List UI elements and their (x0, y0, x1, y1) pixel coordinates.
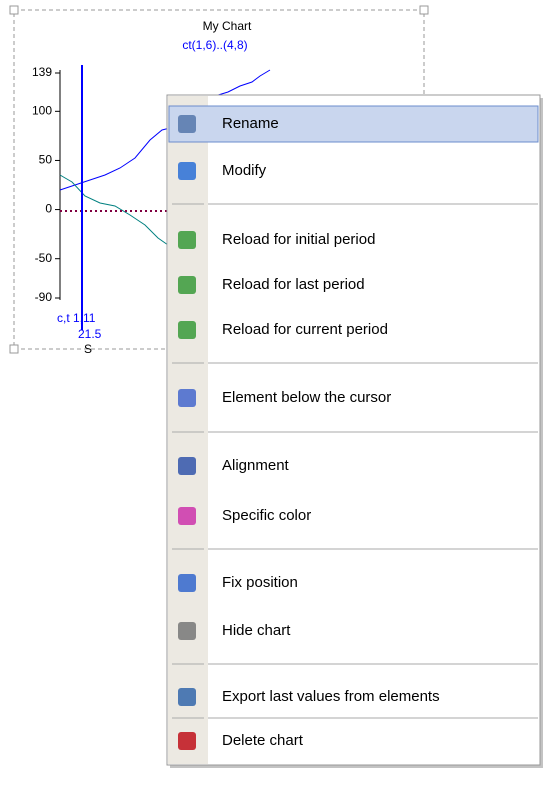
menu-box (166, 94, 541, 766)
item-icon (178, 162, 196, 180)
y-tick-label: 50 (39, 153, 53, 167)
item-icon (178, 276, 196, 294)
menu-item[interactable]: Export last values from elements (178, 688, 440, 706)
handle (9, 5, 19, 15)
menu-item[interactable]: Rename (168, 105, 539, 143)
menu-item[interactable]: Reload for current period (178, 321, 388, 339)
context-menu: Rename Modify Reload for initial period Rel… (166, 94, 543, 768)
item-label: Delete chart (222, 732, 304, 749)
y-tick-label: 0 (45, 202, 52, 216)
x-label: S (84, 342, 92, 356)
menu-item[interactable]: Delete chart (178, 732, 304, 750)
item-label: Reload for last period (222, 276, 365, 293)
menu-item[interactable]: Hide chart (178, 622, 291, 640)
item-label: Rename (222, 115, 279, 132)
item-label: Fix position (222, 574, 298, 591)
item-label: Export last values from elements (222, 688, 440, 705)
cursor-label: c,t 1,11 (57, 311, 96, 325)
y-tick-label: 100 (32, 103, 52, 117)
item-icon (178, 321, 196, 339)
y-ticks: 139 100 50 0 -50 -90 (32, 65, 60, 304)
handle (419, 5, 429, 15)
menu-item[interactable]: Fix position (178, 574, 298, 592)
item-icon (178, 574, 196, 592)
cursor-value: 21.5 (78, 327, 102, 341)
icon-gutter (168, 96, 208, 764)
item-label: Reload for current period (222, 321, 388, 338)
item-label: Element below the cursor (222, 389, 391, 406)
menu-item[interactable]: Alignment (178, 457, 290, 475)
series-line (59, 127, 171, 191)
series-line (214, 69, 271, 97)
item-icon (178, 688, 196, 706)
item-label: Hide chart (222, 622, 291, 639)
item-label: Modify (222, 162, 267, 179)
item-label: Reload for initial period (222, 231, 375, 248)
chart-subtitle: ct(1,6)..(4,8) (182, 38, 247, 52)
item-icon (178, 457, 196, 475)
menu-item[interactable]: Element below the cursor (178, 389, 391, 407)
item-icon (178, 732, 196, 750)
chart-title: My Chart (203, 19, 252, 33)
item-icon (178, 507, 196, 525)
item-icon (178, 115, 196, 133)
y-tick-label: -50 (35, 251, 53, 265)
item-icon (178, 389, 196, 407)
menu-item[interactable]: Reload for initial period (178, 231, 375, 249)
menu-item[interactable]: Modify (178, 162, 267, 180)
menu-item[interactable]: Reload for last period (178, 276, 365, 294)
item-icon (178, 231, 196, 249)
series-line (59, 174, 169, 246)
item-icon (178, 622, 196, 640)
y-tick-label: -90 (35, 290, 53, 304)
handle (9, 344, 19, 354)
chart-widget: My Chart ct(1,6)..(4,8) c,t 1,11 21.5 S … (9, 5, 429, 356)
menu-item[interactable]: Specific color (178, 507, 311, 525)
item-label: Specific color (222, 507, 311, 524)
menu-items: Rename Modify Reload for initial period Rel… (168, 105, 539, 750)
y-tick-label: 139 (32, 65, 52, 79)
item-label: Alignment (222, 457, 290, 474)
item-highlight (168, 105, 539, 143)
